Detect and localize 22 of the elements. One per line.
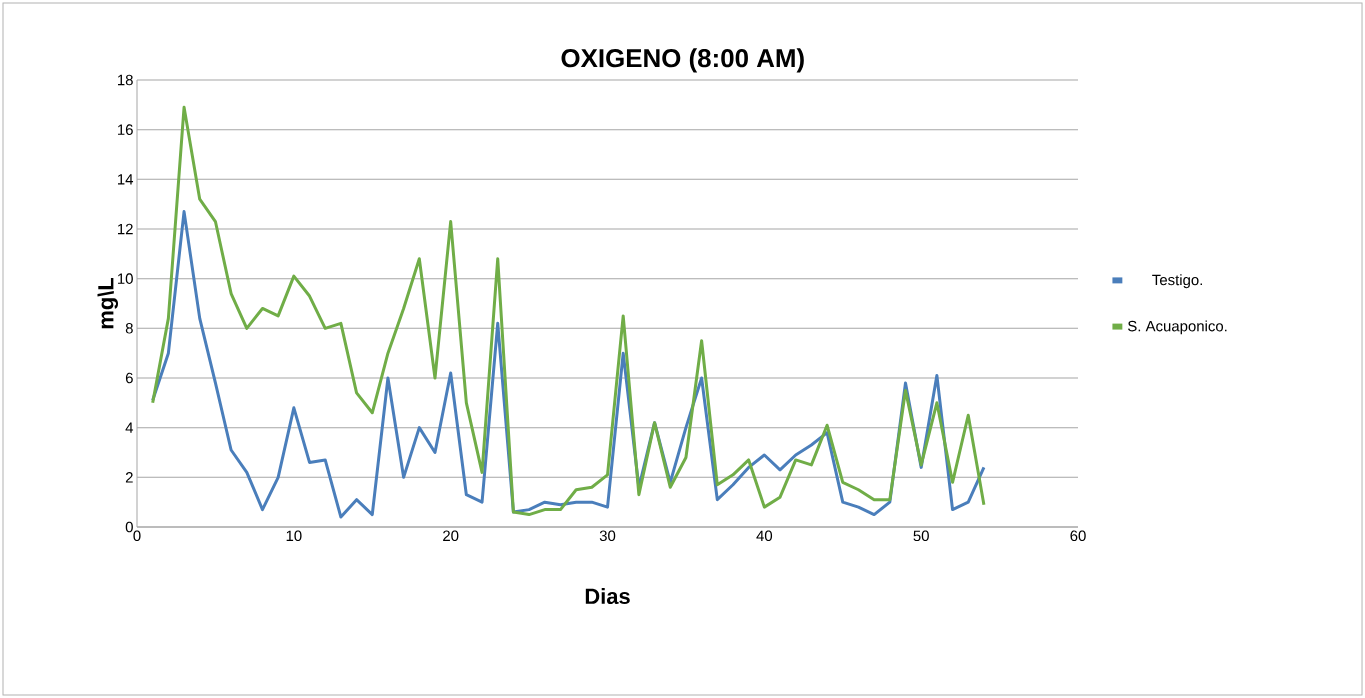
chart-title: OXIGENO (8:00 AM) [561,48,804,73]
x-tick-label: 40 [756,530,773,542]
y-tick-label: 0 [125,521,133,533]
y-tick-label: 6 [125,372,133,384]
x-tick-label: 60 [1070,530,1086,542]
y-tick-label: 14 [118,174,134,185]
y-axis-title: mg\L [97,277,119,329]
x-tick-label: 30 [599,530,616,542]
y-tick-label: 18 [118,74,133,86]
legend-label: S. Acuaponico. [1128,320,1227,335]
x-tick-label: 50 [913,530,929,542]
x-axis-title: Dias [585,587,630,605]
x-tick-label: 20 [443,530,459,542]
legend-label: Testigo. [1152,274,1202,289]
y-tick-label: 16 [118,124,133,135]
y-tick-label: 4 [125,422,134,433]
y-tick-label: 2 [125,472,133,483]
y-tick-label: 10 [118,273,133,284]
x-tick-label: 10 [286,530,302,542]
y-tick-label: 8 [125,323,133,334]
y-tick-label: 12 [118,223,133,235]
line-series [151,105,986,517]
